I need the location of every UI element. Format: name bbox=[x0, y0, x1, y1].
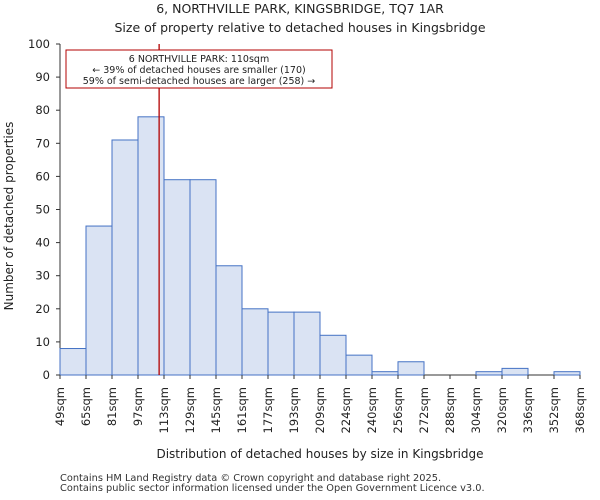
annotation-line-2: ← 39% of detached houses are smaller (17… bbox=[92, 65, 305, 76]
bar bbox=[371, 371, 399, 376]
x-tick-label: 224sqm bbox=[339, 387, 353, 433]
y-tick-label: 50 bbox=[35, 203, 50, 217]
bar bbox=[189, 179, 217, 376]
x-tick-label: 145sqm bbox=[209, 387, 223, 433]
chart-subtitle: Size of property relative to detached ho… bbox=[114, 20, 485, 35]
x-tick-label: 49sqm bbox=[53, 387, 67, 426]
bar bbox=[345, 354, 373, 376]
bar bbox=[241, 308, 269, 376]
x-tick-label: 113sqm bbox=[157, 387, 171, 433]
x-tick-label: 65sqm bbox=[79, 387, 93, 426]
bars-group bbox=[59, 116, 581, 376]
x-tick-labels: 49sqm 65sqm 81sqm 97sqm 113sqm 129sqm 145sqm 16… bbox=[53, 375, 587, 433]
y-tick-label: 10 bbox=[35, 335, 50, 349]
bar bbox=[475, 371, 503, 376]
bar bbox=[397, 361, 425, 376]
y-tick-label: 20 bbox=[35, 302, 50, 316]
chart-title: 6, NORTHVILLE PARK, KINGSBRIDGE, TQ7 1AR bbox=[156, 1, 444, 16]
bar bbox=[163, 179, 191, 376]
x-tick-label: 336sqm bbox=[521, 387, 535, 433]
x-axis-label: Distribution of detached houses by size … bbox=[156, 447, 483, 461]
y-tick-label: 0 bbox=[43, 368, 50, 382]
bar bbox=[111, 139, 139, 376]
x-tick-label: 97sqm bbox=[131, 387, 145, 426]
bar bbox=[293, 311, 321, 376]
footer-line-2: Contains public sector information licen… bbox=[60, 483, 485, 494]
x-tick-label: 161sqm bbox=[235, 387, 249, 433]
bar bbox=[215, 265, 243, 376]
x-tick-label: 240sqm bbox=[365, 387, 379, 433]
x-tick-label: 320sqm bbox=[495, 387, 509, 433]
bar bbox=[267, 311, 295, 376]
bar bbox=[319, 334, 347, 376]
x-tick-label: 272sqm bbox=[417, 387, 431, 433]
x-tick-label: 177sqm bbox=[261, 387, 275, 433]
y-tick-label: 90 bbox=[35, 70, 50, 84]
x-tick-label: 288sqm bbox=[443, 387, 457, 433]
x-tick-label: 256sqm bbox=[391, 387, 405, 433]
y-tick-label: 40 bbox=[35, 236, 50, 250]
annotation-line-1: 6 NORTHVILLE PARK: 110sqm bbox=[129, 54, 269, 65]
y-tick-label: 60 bbox=[35, 169, 50, 183]
y-axis-label: Number of detached properties bbox=[2, 122, 16, 311]
y-tick-labels: 0 10 20 30 40 50 60 70 80 90 100 bbox=[28, 37, 60, 382]
x-tick-label: 81sqm bbox=[105, 387, 119, 426]
y-tick-label: 30 bbox=[35, 269, 50, 283]
x-tick-label: 129sqm bbox=[183, 387, 197, 433]
y-tick-label: 100 bbox=[28, 37, 50, 51]
bar bbox=[501, 367, 529, 376]
y-tick-label: 70 bbox=[35, 136, 50, 150]
x-tick-label: 209sqm bbox=[313, 387, 327, 433]
bar bbox=[553, 371, 581, 376]
annotation-line-3: 59% of semi-detached houses are larger (… bbox=[83, 76, 316, 87]
x-tick-label: 368sqm bbox=[573, 387, 587, 433]
bar bbox=[85, 225, 113, 376]
bar bbox=[137, 116, 165, 376]
annotation-group: 6 NORTHVILLE PARK: 110sqm ← 39% of detac… bbox=[65, 49, 333, 89]
y-tick-label: 80 bbox=[35, 103, 50, 117]
x-tick-label: 193sqm bbox=[287, 387, 301, 433]
x-tick-label: 352sqm bbox=[547, 387, 561, 433]
footer-line-1: Contains HM Land Registry data © Crown c… bbox=[60, 473, 442, 484]
bar bbox=[59, 348, 87, 376]
x-tick-label: 304sqm bbox=[469, 387, 483, 433]
annotation-box bbox=[65, 49, 333, 89]
